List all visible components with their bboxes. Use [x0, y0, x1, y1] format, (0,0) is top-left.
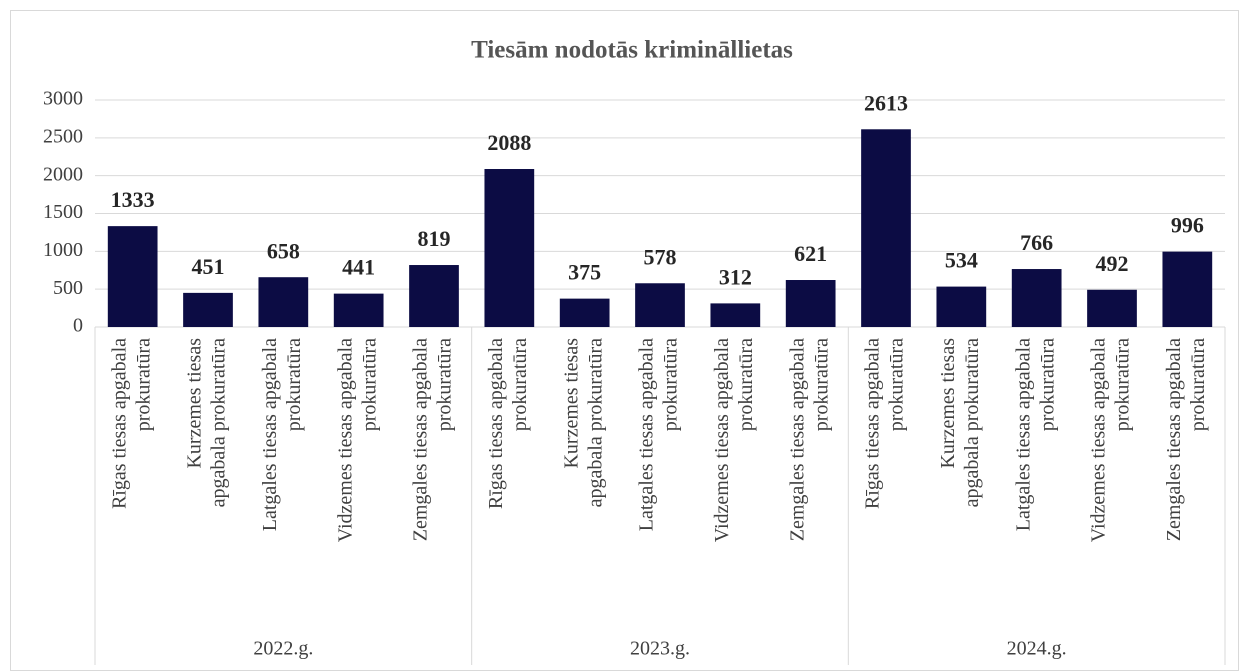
x-tick-label: Rīgas tiesas apgabala	[108, 338, 130, 509]
x-tick-label: prokuratūra	[358, 338, 380, 431]
value-label: 534	[945, 248, 978, 273]
value-label: 658	[267, 238, 300, 263]
x-tick-label: Vidzemes tiesas apgabala	[334, 338, 356, 542]
x-tick-label: prokuratūra	[283, 338, 305, 431]
value-label: 996	[1171, 213, 1204, 238]
bar	[409, 265, 459, 327]
x-tick-label: prokuratūra	[1036, 338, 1058, 431]
y-tick-label: 0	[73, 315, 83, 337]
value-label: 312	[719, 264, 752, 289]
bar	[1011, 269, 1062, 327]
x-tick-label: prokuratūra	[810, 338, 832, 431]
x-tick-label: Latgales tiesas apgabala	[1012, 338, 1034, 531]
value-label: 492	[1096, 251, 1129, 276]
x-tick-label: prokuratūra	[509, 338, 531, 431]
x-tick-label: Zemgales tiesas apgabala	[410, 338, 432, 541]
group-label: 2023.g.	[630, 638, 690, 660]
x-tick-label: Zemgales tiesas apgabala	[786, 338, 808, 541]
x-tick-label: Vidzemes tiesas apgabala	[1088, 338, 1110, 542]
bar	[183, 292, 233, 327]
value-label: 766	[1020, 230, 1053, 255]
x-tick-label: Rīgas tiesas apgabala	[862, 338, 884, 509]
y-tick-label: 2000	[43, 163, 83, 185]
x-tick-label: Latgales tiesas apgabala	[259, 338, 281, 531]
y-tick-label: 3000	[43, 88, 83, 110]
x-tick-label: Kurzemes tiesas	[184, 338, 206, 469]
value-label: 2088	[487, 130, 531, 155]
x-tick-label: prokuratūra	[434, 338, 456, 431]
bar	[936, 286, 987, 327]
x-tick-label: prokuratūra	[132, 338, 154, 431]
group-label: 2022.g.	[253, 638, 313, 660]
bar	[710, 303, 761, 327]
y-tick-label: 1500	[43, 201, 83, 223]
bar	[484, 169, 535, 327]
value-label: 451	[192, 254, 225, 279]
bar	[1162, 251, 1213, 327]
value-label: 578	[644, 244, 677, 269]
x-tick-label: prokuratūra	[735, 338, 757, 431]
y-tick-label: 1000	[43, 239, 83, 261]
x-tick-label: apgabala prokuratūra	[584, 338, 606, 507]
chart-title: Tiesām nodotās krimināllietas	[471, 37, 793, 64]
value-label: 441	[342, 255, 375, 280]
x-tick-label: prokuratūra	[1187, 338, 1209, 431]
bar	[635, 283, 685, 327]
group-label: 2024.g.	[1007, 638, 1067, 660]
x-tick-label: apgabala prokuratūra	[208, 338, 230, 507]
bar	[785, 280, 836, 327]
x-tick-label: Zemgales tiesas apgabala	[1163, 338, 1185, 541]
bar	[107, 226, 158, 327]
value-label: 375	[568, 260, 601, 285]
y-tick-label: 500	[53, 277, 83, 299]
chart-border	[10, 10, 1239, 671]
bar	[333, 293, 384, 327]
y-tick-label: 2500	[43, 125, 83, 147]
bar	[258, 277, 309, 327]
value-label: 819	[418, 226, 451, 251]
x-tick-label: prokuratūra	[660, 338, 682, 431]
x-tick-label: Kurzemes tiesas	[560, 338, 582, 469]
value-label: 1333	[111, 187, 155, 212]
bar	[1087, 289, 1137, 327]
x-tick-label: Rīgas tiesas apgabala	[485, 338, 507, 509]
x-tick-label: Latgales tiesas apgabala	[636, 338, 658, 531]
value-label: 2613	[864, 90, 908, 115]
bar	[861, 129, 911, 327]
x-tick-label: apgabala prokuratūra	[961, 338, 983, 507]
x-tick-label: prokuratūra	[1112, 338, 1134, 431]
bar	[559, 298, 610, 327]
x-tick-label: Kurzemes tiesas	[937, 338, 959, 469]
value-label: 621	[794, 241, 827, 266]
x-tick-label: Vidzemes tiesas apgabala	[711, 338, 733, 542]
x-tick-label: prokuratūra	[886, 338, 908, 431]
